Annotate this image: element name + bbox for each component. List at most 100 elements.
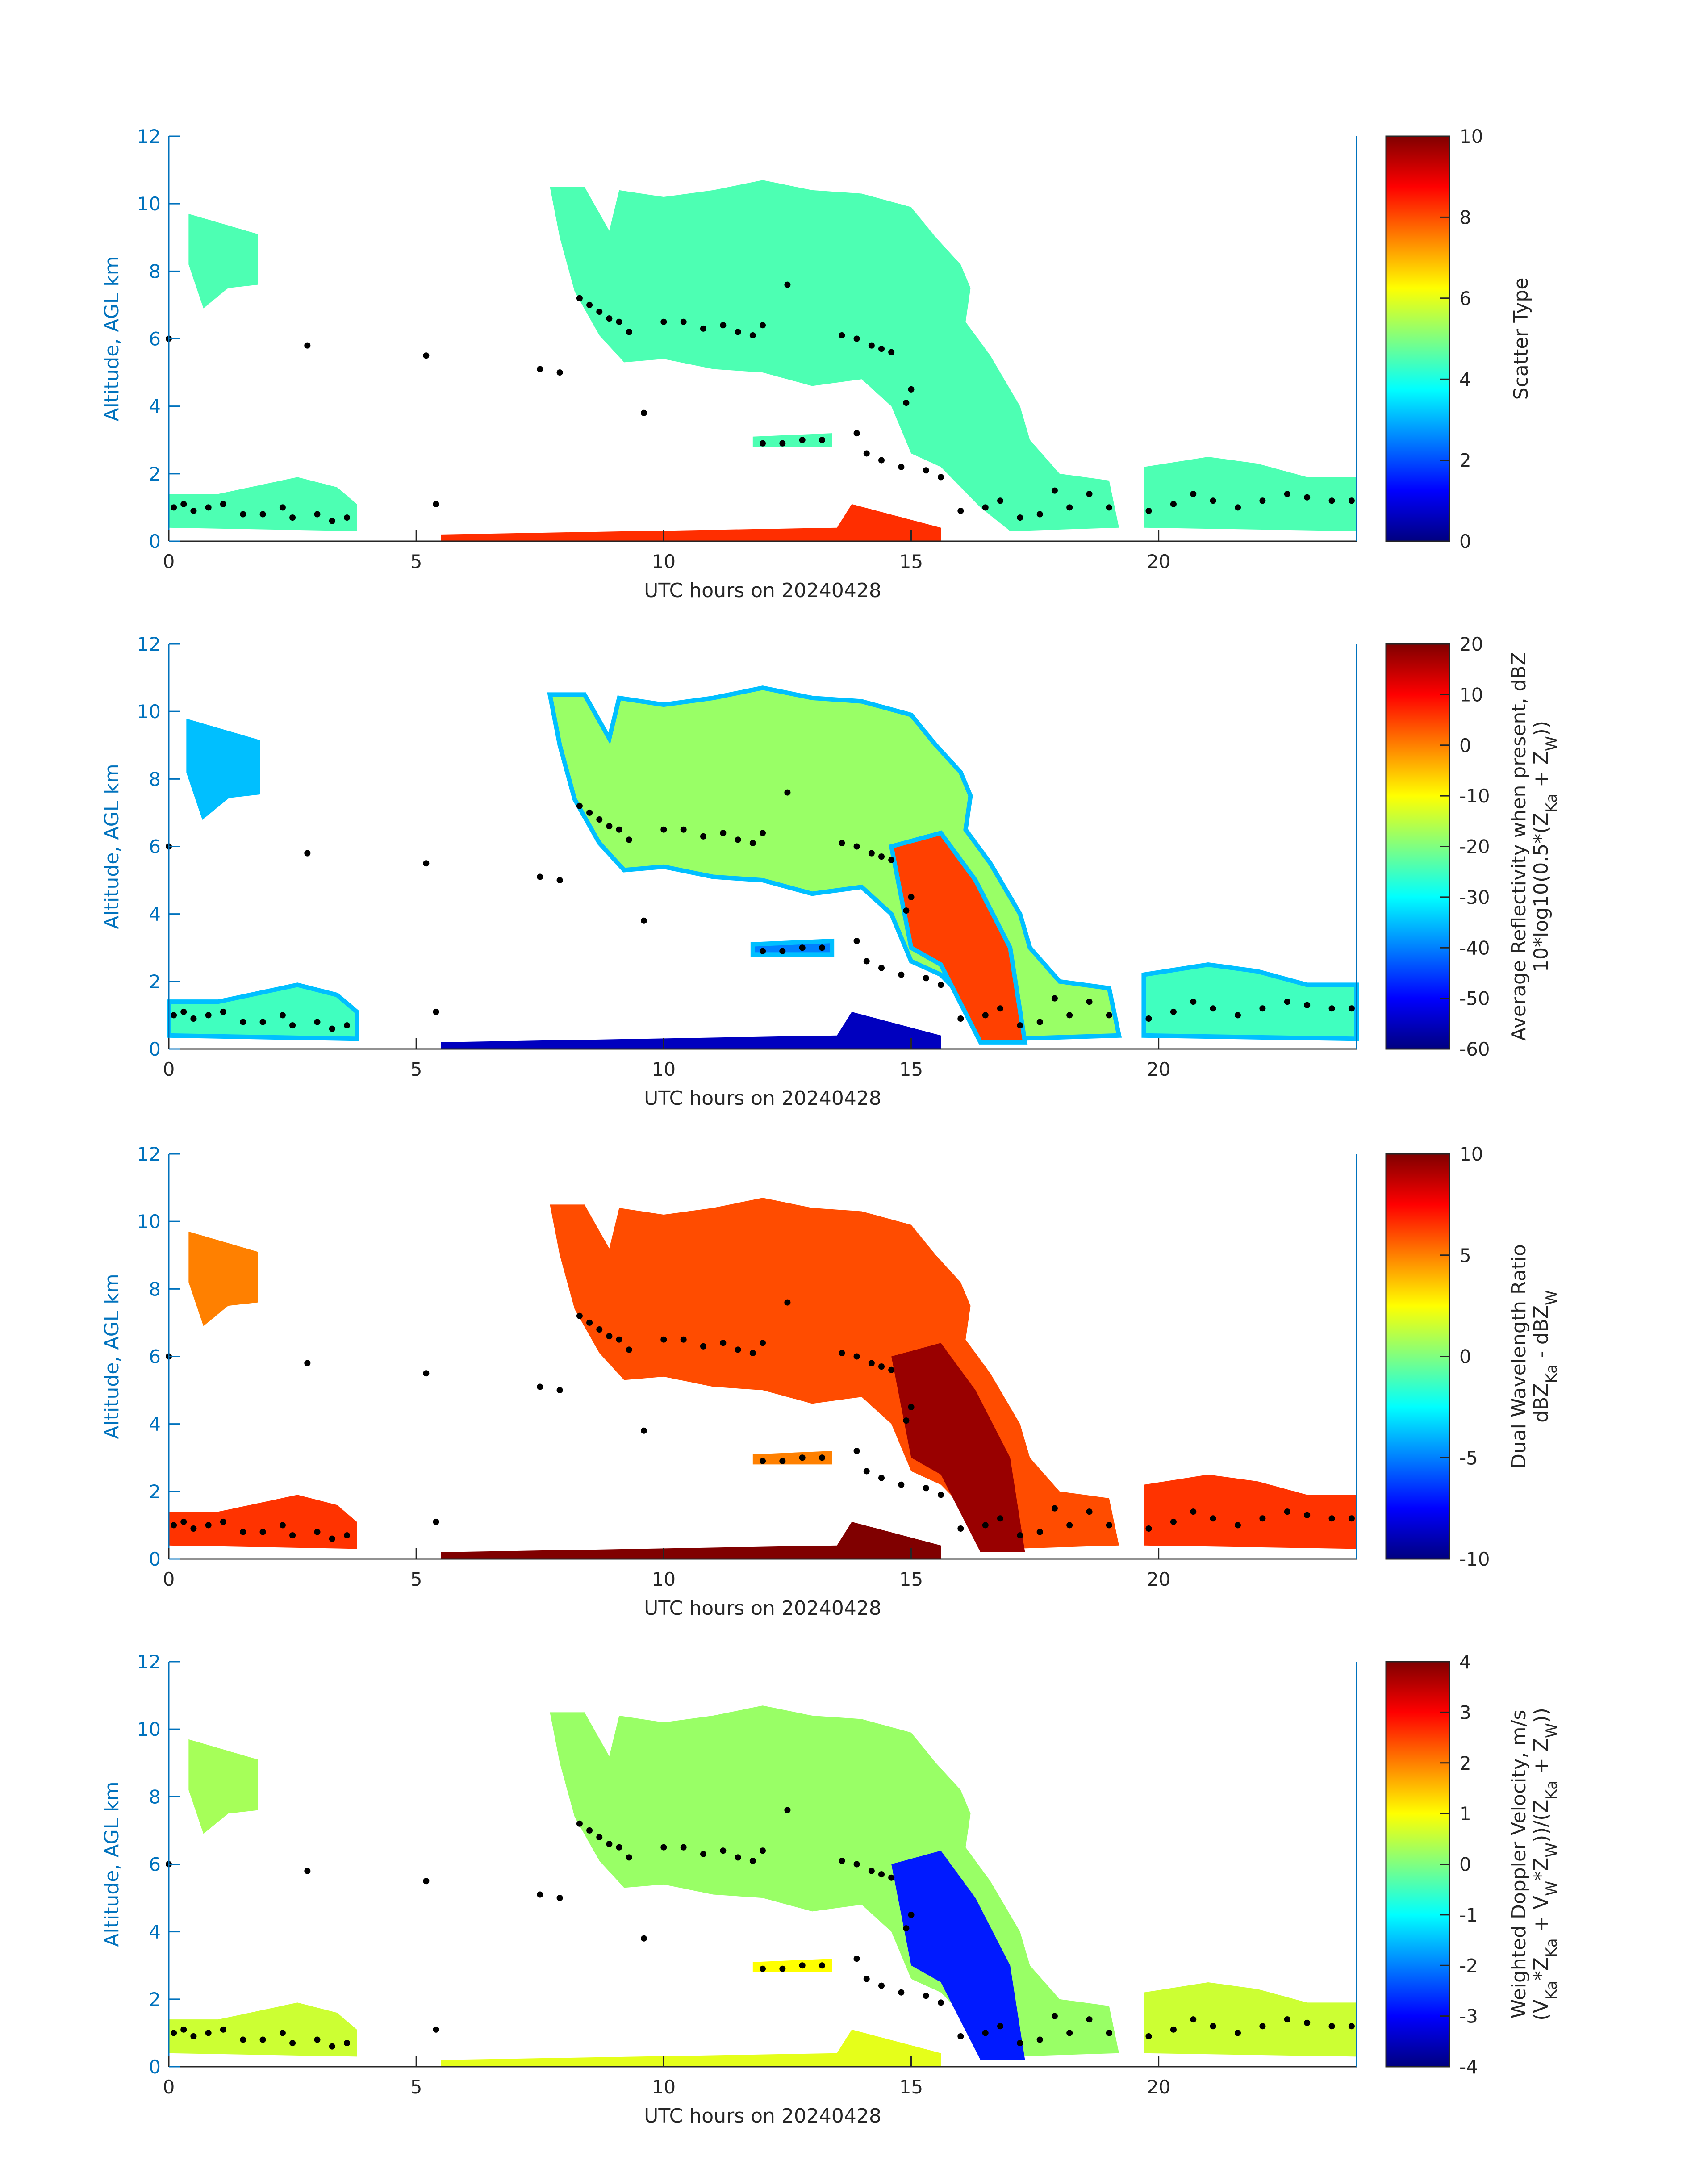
cloud-base-point xyxy=(606,1841,613,1847)
echo-region-upper-cloud xyxy=(550,180,1119,531)
colorbar-tick-label: -60 xyxy=(1459,1038,1490,1060)
cloud-base-point xyxy=(853,430,860,437)
cloud-base-point xyxy=(997,497,1003,504)
colorbar-tick-label: 0 xyxy=(1459,735,1471,756)
cloud-base-point xyxy=(171,1522,177,1529)
cloud-base-point xyxy=(720,1847,727,1854)
cloud-base-point xyxy=(1259,1005,1266,1012)
cloud-base-point xyxy=(641,1935,647,1942)
cloud-base-point xyxy=(626,329,632,335)
cloud-base-point xyxy=(537,1891,543,1898)
cloud-base-point xyxy=(680,1844,687,1851)
y-axis-label: Altitude, AGL km xyxy=(100,1274,123,1439)
y-tick-label: 12 xyxy=(137,1651,161,1673)
colorbar-tick-label: 1 xyxy=(1459,1803,1471,1825)
cloud-base-point xyxy=(878,346,885,352)
cloud-base-point xyxy=(1190,999,1197,1005)
cloud-base-point xyxy=(760,1965,766,1972)
cloud-base-point xyxy=(220,1008,226,1015)
cloud-base-point xyxy=(819,1454,825,1461)
y-tick-label: 4 xyxy=(149,1921,161,1943)
cloud-base-point xyxy=(1017,1532,1023,1539)
cloud-base-point xyxy=(923,1993,929,1999)
x-axis-label: UTC hours on 20240428 xyxy=(644,2105,881,2127)
cloud-base-point xyxy=(586,1319,593,1326)
cloud-base-point xyxy=(1017,1022,1023,1029)
cloud-base-point xyxy=(586,301,593,308)
colorbar-tick-label: -4 xyxy=(1459,2056,1478,2078)
cloud-base-point xyxy=(1328,497,1335,504)
colorbar xyxy=(1385,135,1450,542)
cloud-base-point xyxy=(1328,1515,1335,1522)
colorbar-tick-label: 4 xyxy=(1459,1651,1471,1673)
y-tick-label: 2 xyxy=(149,1481,161,1503)
y-tick-label: 10 xyxy=(137,1211,161,1233)
cloud-base-point xyxy=(1066,1522,1073,1529)
y-tick-label: 2 xyxy=(149,971,161,993)
cloud-base-point xyxy=(423,1878,430,1885)
cloud-base-point xyxy=(576,1820,583,1827)
cloud-base-point xyxy=(1348,497,1355,504)
cloud-base-point xyxy=(259,1529,266,1535)
x-tick-label: 15 xyxy=(899,2076,923,2098)
x-tick-label: 20 xyxy=(1147,1058,1170,1080)
y-tick-label: 12 xyxy=(137,1143,161,1165)
cloud-base-point xyxy=(660,1336,667,1343)
cloud-base-point xyxy=(1210,2023,1216,2030)
colorbar-tick-label: 10 xyxy=(1459,125,1483,147)
cloud-base-point xyxy=(799,1454,806,1461)
x-tick-label: 15 xyxy=(899,1058,923,1080)
cloud-base-point xyxy=(898,1989,905,1996)
colorbar xyxy=(1385,1661,1450,2068)
echo-region-core xyxy=(891,1343,1025,1552)
cloud-base-point xyxy=(898,1481,905,1488)
cloud-base-point xyxy=(240,2036,246,2043)
cloud-base-point xyxy=(576,1312,583,1319)
cloud-base-point xyxy=(329,518,335,524)
colorbar-tick-label: 8 xyxy=(1459,206,1471,228)
cloud-base-point xyxy=(576,802,583,809)
cloud-base-point xyxy=(853,938,860,944)
cloud-base-point xyxy=(433,2026,439,2033)
cloud-base-point xyxy=(586,809,593,816)
cloud-base-point xyxy=(304,1360,311,1366)
cloud-base-point xyxy=(1017,514,1023,521)
echo-region-surface xyxy=(441,1011,941,1049)
cloud-base-point xyxy=(344,1532,350,1539)
y-tick-label: 8 xyxy=(149,768,161,790)
cloud-base-point xyxy=(596,1326,603,1333)
cloud-base-point xyxy=(839,1857,845,1864)
cloud-base-point xyxy=(423,860,430,867)
cloud-base-point xyxy=(760,948,766,954)
cloud-base-point xyxy=(240,511,246,518)
cloud-base-point xyxy=(853,843,860,850)
cloud-base-point xyxy=(779,440,786,447)
echo-region-surface xyxy=(441,2029,941,2067)
colorbar-tick-label: 5 xyxy=(1459,1245,1471,1266)
cloud-base-point xyxy=(982,2030,989,2036)
echo-region-cirrus xyxy=(188,1231,258,1326)
cloud-base-point xyxy=(314,1529,321,1535)
echo-region-surface xyxy=(441,1521,941,1559)
cloud-base-point xyxy=(1328,1005,1335,1012)
cloud-base-point xyxy=(1304,1512,1311,1518)
cloud-base-point xyxy=(304,850,311,857)
echo-region-stratus xyxy=(752,1451,832,1465)
cloud-base-point xyxy=(760,1458,766,1464)
cloud-base-point xyxy=(190,507,197,514)
x-tick-label: 20 xyxy=(1147,2076,1170,2098)
echo-region-low-cloud2 xyxy=(1144,1982,1357,2057)
cloud-base-point xyxy=(784,789,791,796)
echo-region-stratus xyxy=(752,433,832,447)
cloud-base-point xyxy=(596,816,603,823)
cloud-base-point xyxy=(344,2040,350,2047)
colorbar-tick-label: 10 xyxy=(1459,1143,1483,1165)
colorbar-tick-label: 2 xyxy=(1459,1752,1471,1774)
colorbar-tick-label: -3 xyxy=(1459,2006,1478,2027)
cloud-base-point xyxy=(576,295,583,301)
cloud-base-point xyxy=(908,1404,915,1410)
cloud-base-point xyxy=(760,1847,766,1854)
cloud-base-point xyxy=(660,1844,667,1851)
panel-3: 0 5 10 15 20 0 2 4 6 8 10 12 UTC hours on 20240428 Al… xyxy=(100,1143,1561,1620)
